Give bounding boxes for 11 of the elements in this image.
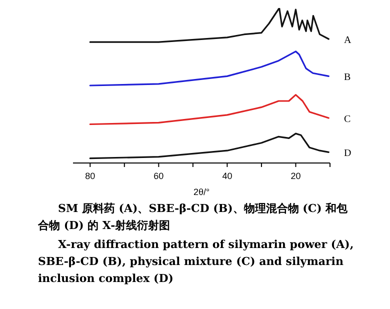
series-label: B [344, 72, 351, 84]
x-axis-title: 2θ/° [193, 187, 210, 197]
series-label: A [344, 35, 352, 46]
text: X-ray diffraction pattern of silymarin power (A), SBE-β-CD (B), physical mixture (C) and silymarin inclusion complex (D) [38, 237, 355, 287]
x-tick-label: 40 [222, 171, 232, 181]
series-label: C [344, 114, 351, 126]
series-label: D [344, 148, 352, 160]
x-tick-label: 80 [85, 171, 96, 181]
text: SM 原料药 (A)、SBE-β-CD (B)、物理混合物 (C) 和包合物 (D) 的 X-射线衍射图 [38, 201, 349, 234]
x-tick-label: 20 [290, 171, 301, 181]
x-tick-label: 60 [154, 171, 164, 181]
